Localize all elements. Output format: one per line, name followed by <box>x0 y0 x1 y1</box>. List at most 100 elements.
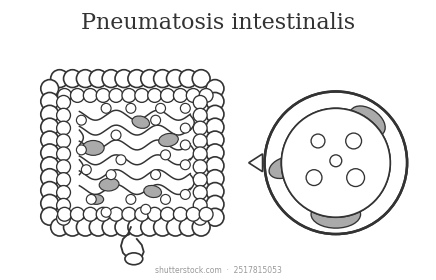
Circle shape <box>122 207 136 221</box>
Circle shape <box>96 207 110 221</box>
Circle shape <box>57 186 71 199</box>
Circle shape <box>206 170 224 188</box>
Circle shape <box>193 95 207 109</box>
Circle shape <box>206 157 224 175</box>
Circle shape <box>57 108 71 122</box>
Circle shape <box>101 207 111 217</box>
Circle shape <box>135 88 149 102</box>
Circle shape <box>186 88 200 102</box>
Ellipse shape <box>82 141 104 155</box>
Circle shape <box>160 207 174 221</box>
Circle shape <box>83 88 97 102</box>
Circle shape <box>206 131 224 149</box>
Circle shape <box>151 170 160 179</box>
Circle shape <box>153 70 171 88</box>
Circle shape <box>141 70 159 88</box>
Circle shape <box>193 147 207 161</box>
Circle shape <box>41 194 58 212</box>
Circle shape <box>206 195 224 213</box>
Circle shape <box>330 155 342 167</box>
Circle shape <box>206 208 224 226</box>
Circle shape <box>193 160 207 174</box>
Polygon shape <box>249 154 262 172</box>
Circle shape <box>41 182 58 199</box>
Circle shape <box>116 155 126 165</box>
Circle shape <box>101 103 111 113</box>
Circle shape <box>57 95 71 109</box>
Circle shape <box>57 160 71 174</box>
Circle shape <box>126 194 136 204</box>
Circle shape <box>58 207 72 221</box>
Circle shape <box>153 218 171 236</box>
Circle shape <box>128 70 146 88</box>
Circle shape <box>106 170 116 179</box>
Circle shape <box>148 88 162 102</box>
Circle shape <box>141 218 159 236</box>
Circle shape <box>135 207 149 221</box>
Circle shape <box>199 88 213 102</box>
Ellipse shape <box>269 157 300 178</box>
Circle shape <box>89 218 107 236</box>
Circle shape <box>281 108 390 217</box>
Text: Pneumatosis intestinalis: Pneumatosis intestinalis <box>81 12 355 34</box>
Circle shape <box>76 218 94 236</box>
Circle shape <box>89 70 107 88</box>
Circle shape <box>41 169 58 186</box>
Circle shape <box>281 108 390 217</box>
Ellipse shape <box>350 106 385 136</box>
Circle shape <box>71 207 84 221</box>
Circle shape <box>206 118 224 136</box>
Circle shape <box>41 92 58 110</box>
Circle shape <box>141 204 151 214</box>
Circle shape <box>57 199 71 212</box>
Circle shape <box>41 207 58 225</box>
Circle shape <box>206 105 224 123</box>
Circle shape <box>160 194 170 204</box>
Circle shape <box>167 70 184 88</box>
Circle shape <box>41 157 58 175</box>
Circle shape <box>311 134 325 148</box>
Circle shape <box>76 70 94 88</box>
Circle shape <box>193 121 207 135</box>
Circle shape <box>64 70 82 88</box>
Circle shape <box>193 199 207 212</box>
Circle shape <box>206 183 224 200</box>
Circle shape <box>206 80 224 97</box>
Circle shape <box>76 115 86 125</box>
Circle shape <box>265 92 407 234</box>
Ellipse shape <box>89 194 104 204</box>
Circle shape <box>193 134 207 148</box>
Circle shape <box>193 186 207 199</box>
Circle shape <box>64 218 82 236</box>
Circle shape <box>148 207 162 221</box>
Circle shape <box>306 170 322 186</box>
Circle shape <box>179 70 197 88</box>
Circle shape <box>76 145 86 155</box>
Circle shape <box>126 103 136 113</box>
Circle shape <box>71 88 84 102</box>
Circle shape <box>109 88 123 102</box>
Circle shape <box>346 133 361 149</box>
Circle shape <box>96 88 110 102</box>
Ellipse shape <box>99 178 119 191</box>
Circle shape <box>181 123 190 133</box>
Circle shape <box>86 194 96 204</box>
Bar <box>50 79 215 227</box>
Circle shape <box>41 118 58 136</box>
Circle shape <box>181 103 190 113</box>
Circle shape <box>347 169 364 186</box>
Circle shape <box>57 147 71 161</box>
Ellipse shape <box>144 185 161 197</box>
Ellipse shape <box>159 134 178 146</box>
Circle shape <box>181 140 190 150</box>
Ellipse shape <box>132 116 150 128</box>
Circle shape <box>174 207 187 221</box>
Circle shape <box>128 218 146 236</box>
Circle shape <box>181 190 190 199</box>
Circle shape <box>115 70 133 88</box>
Circle shape <box>41 131 58 149</box>
Circle shape <box>179 218 197 236</box>
Circle shape <box>82 165 91 175</box>
Circle shape <box>41 144 58 162</box>
Circle shape <box>193 173 207 186</box>
